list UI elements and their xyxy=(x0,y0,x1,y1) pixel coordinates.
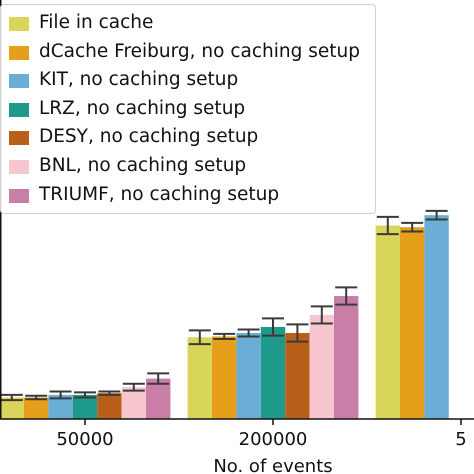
legend-label-2: KIT, no caching setup xyxy=(39,69,239,91)
error-bar-1-4 xyxy=(286,323,309,343)
error-bar-1-5 xyxy=(310,305,333,325)
bar-1-0 xyxy=(187,337,212,419)
error-bar-1-0 xyxy=(188,329,211,346)
error-bar-2-2 xyxy=(425,209,448,221)
legend-swatch-1 xyxy=(9,45,29,60)
bar-2-0 xyxy=(375,225,400,419)
legend-label-5: BNL, no caching setup xyxy=(39,155,247,176)
legend-swatch-4 xyxy=(9,131,29,146)
error-bar-2-0 xyxy=(376,215,399,236)
legend-entry-6: TRIUMF, no caching setup xyxy=(9,183,375,207)
legend-entry-2: KIT, no caching setup xyxy=(9,69,375,92)
x-tick-label-2: 5 xyxy=(455,429,466,450)
legend-entry-0: File in cache xyxy=(9,12,375,35)
error-bar-0-3 xyxy=(74,391,96,399)
legend-label-1: dCache Freiburg, no caching setup xyxy=(39,40,360,62)
legend-label-0: File in cache xyxy=(39,12,154,33)
bar-0-3 xyxy=(72,394,98,419)
bar-0-0 xyxy=(0,397,24,419)
error-bar-0-1 xyxy=(25,394,48,401)
x-axis-label: No. of events xyxy=(213,456,332,474)
bar-0-5 xyxy=(121,387,146,419)
legend-label-3: LRZ, no caching setup xyxy=(39,97,246,119)
bar-1-5 xyxy=(309,314,334,419)
error-bar-0-5 xyxy=(122,382,145,392)
bar-2-2 xyxy=(424,215,449,419)
legend-swatch-0 xyxy=(9,17,29,31)
bar-1-1 xyxy=(212,336,237,419)
bar-0-1 xyxy=(24,397,49,419)
legend-swatch-5 xyxy=(9,160,29,174)
legend-swatch-3 xyxy=(9,102,29,117)
x-tick-label-1: 200000 xyxy=(239,429,308,450)
legend-swatch-2 xyxy=(9,74,29,89)
error-bar-1-3 xyxy=(262,317,284,337)
error-bar-1-2 xyxy=(237,328,260,338)
bar-1-4 xyxy=(285,333,310,419)
legend: File in cache dCache Freiburg, no caching… xyxy=(0,4,376,214)
error-bar-0-4 xyxy=(98,390,121,396)
ticks-layer: 50000 200000 5 xyxy=(56,419,467,450)
bar-0-4 xyxy=(97,393,122,419)
error-bar-1-6 xyxy=(335,286,358,306)
x-tick-label-0: 50000 xyxy=(56,429,113,450)
bar-2-1 xyxy=(400,227,425,419)
legend-swatch-6 xyxy=(9,188,29,203)
error-bar-0-2 xyxy=(49,390,72,400)
legend-entry-5: BNL, no caching setup xyxy=(9,155,375,178)
legend-label-4: DESY, no caching setup xyxy=(39,126,259,148)
error-bar-2-1 xyxy=(401,221,424,233)
bar-1-6 xyxy=(334,296,359,419)
bars-layer xyxy=(0,209,449,419)
bar-1-3 xyxy=(260,326,286,419)
bar-1-2 xyxy=(236,333,261,419)
legend-entry-4: DESY, no caching setup xyxy=(9,126,375,149)
error-bar-0-0 xyxy=(0,393,23,402)
error-bar-1-1 xyxy=(213,332,236,341)
error-bar-0-6 xyxy=(147,372,170,385)
bar-0-6 xyxy=(146,378,171,419)
legend-entry-1: dCache Freiburg, no caching setup xyxy=(9,40,375,64)
legend-entry-3: LRZ, no caching setup xyxy=(9,97,375,121)
legend-label-6: TRIUMF, no caching setup xyxy=(39,183,280,205)
